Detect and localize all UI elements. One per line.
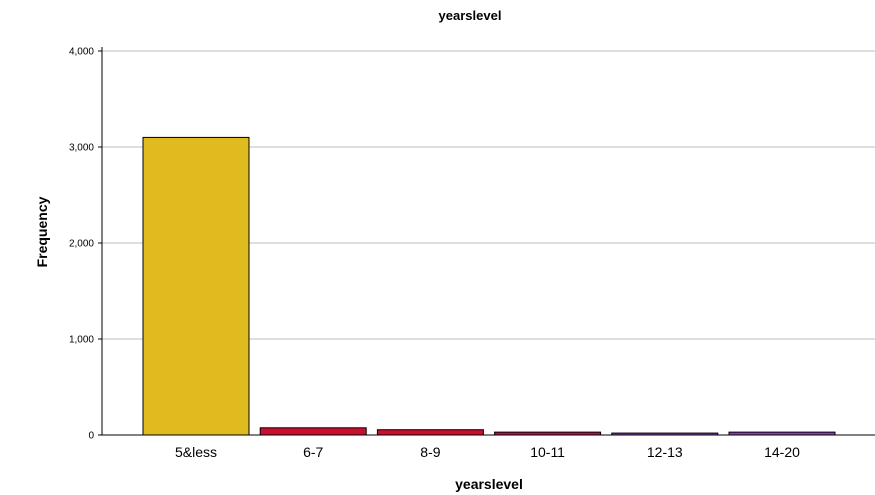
y-tick-label: 1,000 bbox=[69, 335, 94, 346]
y-tick-label: 2,000 bbox=[69, 239, 94, 250]
bar-12-13 bbox=[611, 432, 719, 436]
y-tick-label: 3,000 bbox=[69, 143, 94, 154]
bars bbox=[142, 136, 836, 436]
y-axis-ticks: 0 1,000 2,000 3,000 4,000 bbox=[69, 47, 102, 442]
x-tick-label: 5&less bbox=[175, 444, 217, 460]
x-tick-label: 10-11 bbox=[530, 444, 565, 460]
bar-8-9 bbox=[376, 429, 484, 436]
chart-title: yearslevel bbox=[439, 8, 502, 23]
bar-10-11 bbox=[494, 431, 602, 436]
y-axis-label: Frequency bbox=[34, 196, 50, 267]
x-axis-label: yearslevel bbox=[455, 476, 523, 492]
y-tick-label: 0 bbox=[88, 431, 94, 442]
x-axis-ticks: 5&less 6-7 8-9 10-11 12-13 14-20 bbox=[175, 444, 800, 460]
x-tick-label: 6-7 bbox=[303, 444, 323, 460]
bar-5-less bbox=[142, 136, 250, 436]
x-tick-label: 14-20 bbox=[764, 444, 800, 460]
x-tick-label: 8-9 bbox=[420, 444, 440, 460]
y-tick-label: 4,000 bbox=[69, 47, 94, 58]
bar-6-7 bbox=[259, 427, 367, 436]
bar-14-20 bbox=[728, 431, 836, 436]
x-tick-label: 12-13 bbox=[647, 444, 683, 460]
